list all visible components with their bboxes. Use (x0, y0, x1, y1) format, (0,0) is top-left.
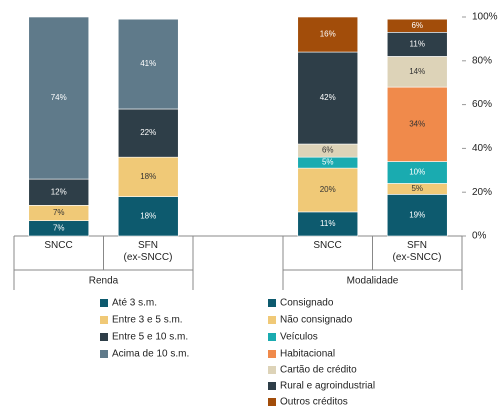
data-label: 12% (51, 187, 67, 196)
legend-swatch (268, 366, 276, 374)
legend-swatch (268, 382, 276, 390)
data-label: 19% (409, 210, 425, 219)
data-label: 7% (53, 223, 65, 232)
legend-swatch (268, 299, 276, 307)
legend-label: Veículos (280, 332, 318, 343)
legend-label: Acima de 10 s.m. (112, 349, 189, 360)
data-label: 5% (322, 158, 334, 167)
x-tick-label: SFN (ex-SNCC) (392, 240, 442, 263)
data-label: 16% (320, 30, 336, 39)
legend-swatch (268, 350, 276, 358)
bar-segment (297, 211, 359, 237)
legend-swatch (100, 316, 108, 324)
y-tick-label: 40% (472, 143, 492, 154)
legend-swatch (100, 333, 108, 341)
y-tick-label: 60% (472, 99, 492, 110)
data-label: 22% (140, 128, 156, 137)
data-label: 11% (410, 39, 425, 48)
y-tick-label: 20% (472, 187, 492, 198)
data-label: 5% (411, 184, 423, 193)
bar-segment (386, 86, 448, 162)
legend-swatch (268, 316, 276, 324)
x-tick-label: SFN (ex-SNCC) (123, 240, 173, 263)
legend-label: Não consignado (280, 315, 353, 326)
legend-swatch (100, 350, 108, 358)
data-label: 14% (409, 67, 425, 76)
bar-segment (28, 178, 90, 206)
legend-label: Entre 3 e 5 s.m. (112, 315, 183, 326)
bar-segment (386, 32, 448, 57)
group-label: Renda (89, 276, 119, 287)
bar-segment (117, 108, 179, 158)
bar-segment (386, 56, 448, 88)
legend-label: Consignado (280, 298, 334, 309)
data-label: 18% (140, 172, 156, 181)
data-label: 11% (320, 219, 335, 228)
data-label: 41% (140, 59, 156, 68)
data-label: 34% (409, 119, 425, 128)
data-label: 74% (51, 93, 67, 102)
legend-label: Habitacional (280, 349, 335, 360)
data-label: 42% (320, 93, 336, 102)
bar-segment (386, 194, 448, 237)
bar-segment (297, 16, 359, 53)
legend-label: Outros créditos (280, 397, 348, 407)
legend-label: Cartão de crédito (280, 365, 357, 376)
legend-swatch (100, 299, 108, 307)
data-label: 10% (409, 168, 425, 177)
bar-segment (117, 18, 179, 110)
legend-label: Entre 5 e 10 s.m. (112, 332, 188, 343)
y-tick-label: 0% (472, 231, 487, 242)
bar-segment (386, 18, 448, 33)
y-tick-label: 80% (472, 55, 492, 66)
data-label: 6% (411, 21, 423, 30)
legend-swatch (268, 333, 276, 341)
bar-segment (117, 156, 179, 197)
x-tick-label: SNCC (44, 240, 73, 251)
legend-swatch (268, 398, 276, 406)
legend-label: Rural e agroindustrial (280, 381, 375, 392)
group-label: Modalidade (347, 276, 399, 287)
bar-segment (28, 16, 90, 180)
y-tick-label: 100% (472, 12, 498, 23)
data-label: 18% (140, 211, 156, 220)
bar-segment (297, 167, 359, 213)
data-label: 20% (320, 185, 336, 194)
legend-label: Até 3 s.m. (112, 298, 157, 309)
x-tick-label: SNCC (313, 240, 342, 251)
data-label: 6% (322, 146, 334, 155)
bar-segment (117, 196, 179, 237)
bar-segment (297, 51, 359, 145)
data-label: 7% (53, 208, 65, 217)
